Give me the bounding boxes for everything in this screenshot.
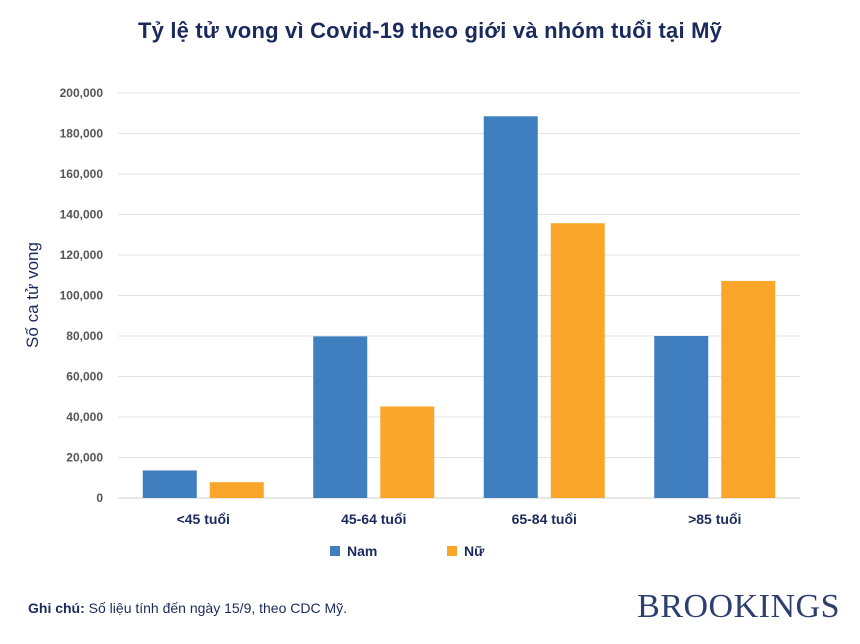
y-tick-label: 0 (96, 491, 103, 505)
gridlines (118, 92, 800, 499)
bar-nu-2 (550, 223, 605, 498)
x-category-label: >85 tuổi (688, 511, 741, 527)
y-tick-label: 80,000 (66, 329, 103, 343)
footnote-label: Ghi chú: (28, 600, 85, 616)
y-tick-label: 20,000 (66, 451, 103, 465)
x-category-label: 45-64 tuổi (341, 511, 406, 527)
bar-nam-0 (142, 470, 197, 498)
footnote: Ghi chú: Số liệu tính đến ngày 15/9, the… (28, 600, 347, 616)
y-tick-label: 140,000 (60, 208, 104, 222)
y-axis-ticks: 0 20,000 40,000 60,000 80,000 100,000 120,000 1… (60, 86, 104, 505)
legend: Nam Nữ (330, 543, 485, 559)
bar-nu-1 (380, 406, 435, 498)
legend-label-nam: Nam (347, 543, 377, 559)
x-axis-categories: <45 tuổi 45-64 tuổi 65-84 tuổi >85 tuổi (177, 511, 742, 527)
y-tick-label: 60,000 (66, 370, 103, 384)
x-category-label: 65-84 tuổi (512, 511, 577, 527)
y-tick-label: 180,000 (60, 127, 104, 141)
legend-swatch-nu (447, 546, 457, 556)
y-tick-label: 40,000 (66, 410, 103, 424)
y-axis-label: Số ca tử vong (23, 242, 42, 348)
y-tick-label: 160,000 (60, 167, 104, 181)
legend-label-nu: Nữ (464, 543, 485, 559)
bars (142, 116, 776, 498)
bar-nam-1 (313, 336, 368, 498)
x-category-label: <45 tuổi (177, 511, 230, 527)
bar-nam-2 (483, 116, 538, 498)
y-tick-label: 100,000 (60, 289, 104, 303)
bar-nu-3 (721, 280, 776, 498)
bar-nam-3 (654, 336, 709, 498)
y-tick-label: 200,000 (60, 86, 104, 100)
brookings-logo: BROOKINGS (637, 588, 840, 625)
footnote-text: Số liệu tính đến ngày 15/9, theo CDC Mỹ. (84, 600, 348, 616)
chart-title: Tỷ lệ tử vong vì Covid-19 theo giới và n… (137, 18, 723, 43)
y-tick-label: 120,000 (60, 248, 104, 262)
legend-swatch-nam (330, 546, 340, 556)
bar-nu-0 (209, 482, 264, 498)
